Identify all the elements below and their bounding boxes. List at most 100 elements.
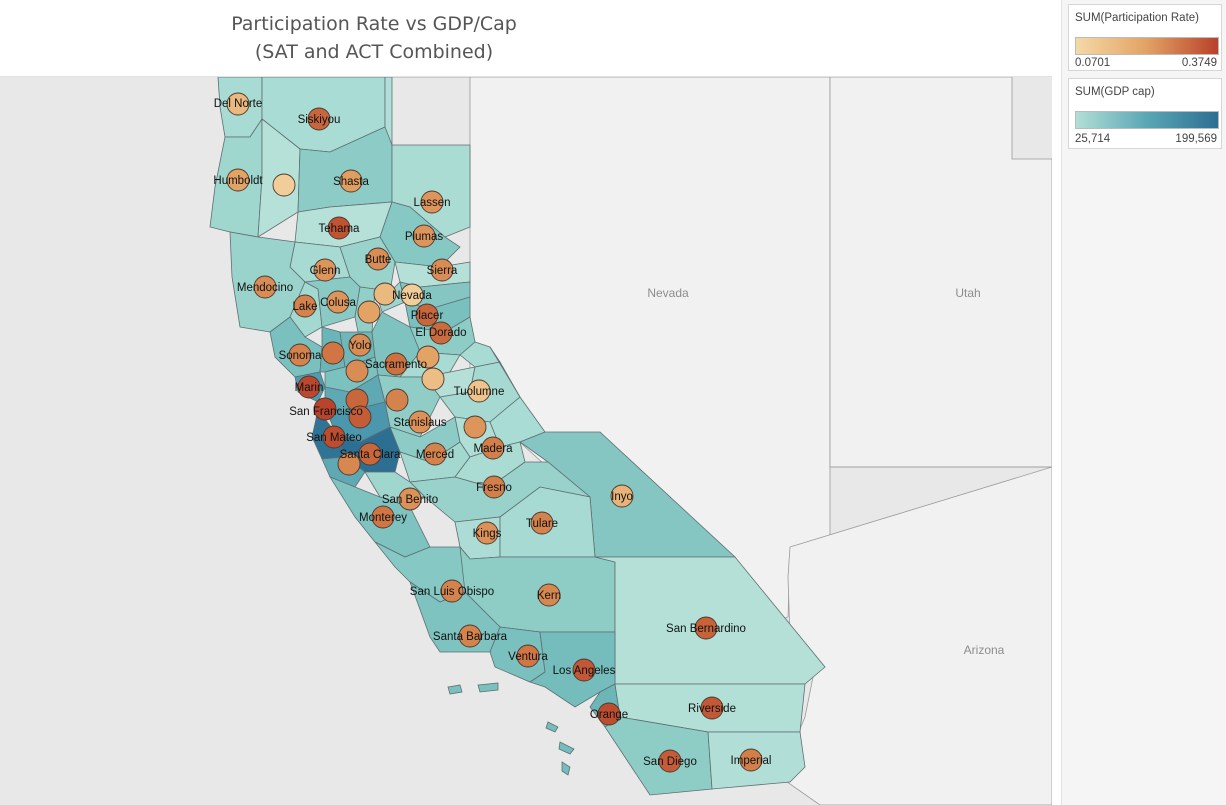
county-bubble-san-joaquin[interactable] bbox=[385, 388, 409, 412]
island-shape bbox=[545, 721, 559, 733]
county-label-orange: Orange bbox=[590, 709, 628, 721]
county-label-del-norte: Del Norte bbox=[214, 98, 263, 110]
county-bubble-tehama[interactable] bbox=[327, 216, 351, 240]
county-bubble-madera[interactable] bbox=[481, 436, 505, 460]
county-bubble-el-dorado[interactable] bbox=[429, 321, 453, 345]
county-bubble-siskiyou[interactable] bbox=[307, 107, 331, 131]
gdp-legend-min: 25,714 bbox=[1075, 133, 1111, 145]
participation-bubbles[interactable] bbox=[226, 92, 763, 773]
county-label-stanislaus: Stanislaus bbox=[393, 417, 446, 429]
county-label-tuolumne: Tuolumne bbox=[454, 386, 505, 398]
county-bubble-mariposa[interactable] bbox=[463, 415, 487, 439]
county-bubble-humboldt[interactable] bbox=[226, 168, 250, 192]
county-bubble-napa[interactable] bbox=[321, 341, 345, 365]
county-bubble-santa-cruz[interactable] bbox=[337, 452, 361, 476]
county-label-placer: Placer bbox=[411, 310, 444, 322]
page-subtitle: (SAT and ACT Combined) bbox=[254, 41, 494, 63]
county-label-mendocino: Mendocino bbox=[237, 282, 293, 294]
county-bubble-stanislaus[interactable] bbox=[408, 410, 432, 434]
gdp-legend[interactable]: SUM(GDP cap) 25,714 199,569 bbox=[1068, 78, 1222, 149]
county-bubble-santa-clara[interactable] bbox=[358, 442, 382, 466]
county-bubble-plumas[interactable] bbox=[412, 224, 436, 248]
county-label-nevada: Nevada bbox=[392, 290, 432, 302]
county-bubble-solano[interactable] bbox=[345, 359, 369, 383]
los-angeles-shape bbox=[529, 631, 616, 708]
gdp-legend-title: SUM(GDP cap) bbox=[1075, 86, 1155, 98]
county-bubble-marin[interactable] bbox=[297, 375, 321, 399]
county-bubble-sierra[interactable] bbox=[430, 258, 454, 282]
panel-divider bbox=[1052, 0, 1061, 805]
county-bubble-kings[interactable] bbox=[475, 521, 499, 545]
state-label-arizona: Arizona bbox=[964, 643, 1005, 657]
county-bubble-san-diego[interactable] bbox=[658, 749, 682, 773]
map-view[interactable]: Nevada Utah Arizona Del Norte Siskiyou Hum… bbox=[0, 77, 1052, 805]
county-bubble-yolo[interactable] bbox=[348, 333, 372, 357]
neighbor-states bbox=[385, 77, 1052, 805]
county-bubble-monterey[interactable] bbox=[371, 505, 395, 529]
county-label-madera: Madera bbox=[474, 443, 514, 455]
county-label-inyo: Inyo bbox=[611, 491, 633, 503]
county-bubble-glenn[interactable] bbox=[313, 258, 337, 282]
county-bubble-merced[interactable] bbox=[423, 442, 447, 466]
county-bubble-del-norte[interactable] bbox=[226, 92, 250, 116]
title-bar: Participation Rate vs GDP/Cap (SAT and A… bbox=[0, 0, 1052, 77]
county-bubble-san-luis-obispo[interactable] bbox=[440, 579, 464, 603]
alpine-shape bbox=[459, 341, 501, 368]
county-label-imperial: Imperial bbox=[731, 755, 772, 767]
county-bubble-yuba[interactable] bbox=[373, 282, 397, 306]
participation-legend[interactable]: SUM(Participation Rate) 0.0701 0.3749 bbox=[1068, 4, 1222, 71]
county-label-sacramento: Sacramento bbox=[365, 359, 427, 371]
county-bubble-santa-barbara[interactable] bbox=[458, 624, 482, 648]
county-labels: Del Norte Siskiyou Humboldt Shasta Lassen Teh… bbox=[213, 98, 771, 768]
gdp-legend-max: 199,569 bbox=[1175, 133, 1217, 145]
county-bubble-fresno[interactable] bbox=[482, 475, 506, 499]
county-bubble-kern[interactable] bbox=[537, 583, 561, 607]
county-bubble-imperial[interactable] bbox=[739, 748, 763, 772]
island-shape bbox=[558, 741, 575, 755]
county-bubble-shasta[interactable] bbox=[339, 169, 363, 193]
page-title: Participation Rate vs GDP/Cap bbox=[231, 13, 517, 35]
county-bubble-butte[interactable] bbox=[366, 247, 390, 271]
county-bubble-amador[interactable] bbox=[416, 345, 440, 369]
county-bubble-lassen[interactable] bbox=[420, 190, 444, 214]
county-label-ventura: Ventura bbox=[508, 651, 548, 663]
county-bubble-san-bernardino[interactable] bbox=[694, 616, 718, 640]
county-bubble-san-benito[interactable] bbox=[398, 487, 422, 511]
county-bubble-orange[interactable] bbox=[597, 702, 621, 726]
participation-color-ramp bbox=[1075, 37, 1219, 55]
county-label-san-benito: San Benito bbox=[382, 494, 438, 506]
county-bubble-mendocino[interactable] bbox=[253, 275, 277, 299]
county-bubble-calaveras[interactable] bbox=[421, 367, 445, 391]
county-bubble-sonoma[interactable] bbox=[288, 343, 312, 367]
county-label-santa-clara: Santa Clara bbox=[340, 449, 401, 461]
county-bubble-tulare[interactable] bbox=[530, 511, 554, 535]
county-bubble-riverside[interactable] bbox=[700, 696, 724, 720]
county-label-san-mateo: San Mateo bbox=[306, 432, 362, 444]
county-bubble-lake[interactable] bbox=[293, 294, 317, 318]
county-bubble-los-angeles[interactable] bbox=[572, 658, 596, 682]
county-bubble-trinity[interactable] bbox=[272, 173, 296, 197]
county-label-los-angeles: Los Angeles bbox=[553, 665, 616, 677]
county-bubble-placer[interactable] bbox=[415, 303, 439, 327]
county-label-santa-barbara: Santa Barbara bbox=[433, 631, 508, 643]
county-label-shasta: Shasta bbox=[333, 176, 369, 188]
county-bubble-sacramento[interactable] bbox=[384, 352, 408, 376]
county-bubble-sutter[interactable] bbox=[357, 300, 381, 324]
county-bubble-nevada[interactable] bbox=[400, 283, 424, 307]
county-label-el-dorado: El Dorado bbox=[415, 327, 466, 339]
county-bubble-san-francisco[interactable] bbox=[313, 397, 337, 421]
county-bubble-colusa[interactable] bbox=[326, 290, 350, 314]
county-label-siskiyou: Siskiyou bbox=[298, 114, 341, 126]
county-label-san-diego: San Diego bbox=[643, 756, 697, 768]
county-label-monterey: Monterey bbox=[359, 512, 407, 524]
county-bubble-tuolumne[interactable] bbox=[467, 379, 491, 403]
island-shape bbox=[477, 682, 499, 693]
county-bubble-inyo[interactable] bbox=[610, 484, 634, 508]
county-bubble-alameda[interactable] bbox=[348, 405, 372, 429]
state-labels: Nevada Utah Arizona bbox=[647, 286, 1004, 657]
county-bubble-ventura[interactable] bbox=[516, 644, 540, 668]
state-label-nevada: Nevada bbox=[647, 286, 689, 300]
map-canvas[interactable]: Nevada Utah Arizona Del Norte Siskiyou Hum… bbox=[0, 77, 1052, 805]
county-bubble-san-mateo[interactable] bbox=[322, 425, 346, 449]
island-shape bbox=[561, 761, 571, 776]
